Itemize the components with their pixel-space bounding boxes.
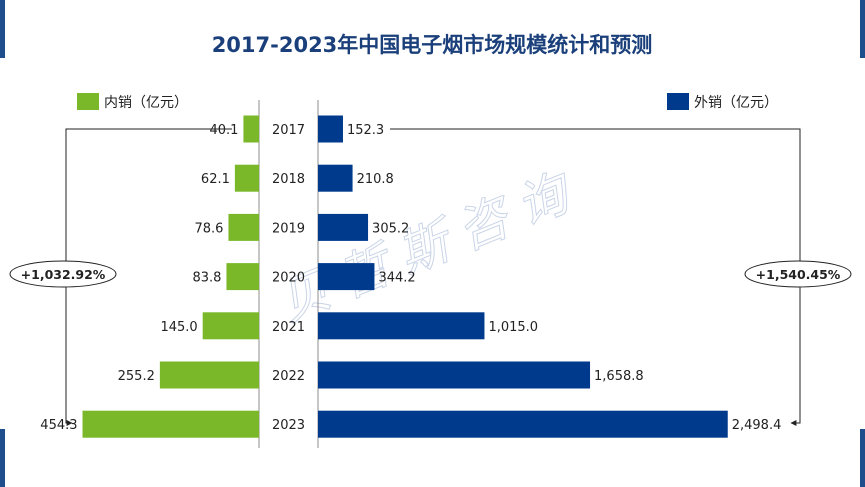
- legend-domestic: 内销（亿元）: [77, 93, 188, 111]
- bar-export-2022: [318, 361, 591, 389]
- bar-export-2020: [318, 263, 375, 291]
- value-label-export-2017: 152.3: [347, 123, 384, 138]
- bar-domestic-2023: [82, 410, 260, 438]
- year-label-2018: 2018: [272, 172, 305, 187]
- year-label-2020: 2020: [272, 271, 305, 286]
- bar-domestic-2020: [226, 263, 259, 291]
- value-label-domestic-2023: 454.3: [40, 418, 77, 433]
- year-label-2019: 2019: [272, 221, 305, 236]
- corner-decoration-top-left: [0, 0, 5, 58]
- value-label-export-2023: 2,498.4: [732, 418, 782, 433]
- growth-label-left: +1,032.92%: [21, 267, 106, 282]
- value-label-export-2022: 1,658.8: [594, 369, 644, 384]
- growth-badge-left: [9, 260, 117, 288]
- bar-export-2019: [318, 213, 369, 241]
- growth-badge-right: [744, 260, 852, 288]
- bar-export-2023: [318, 410, 728, 438]
- bar-domestic-2019: [228, 213, 259, 241]
- value-label-domestic-2017: 40.1: [209, 123, 238, 138]
- bar-domestic-2017: [243, 115, 259, 143]
- value-label-domestic-2020: 83.8: [192, 271, 221, 286]
- bar-domestic-2018: [234, 164, 259, 192]
- value-label-export-2018: 210.8: [357, 172, 394, 187]
- bar-domestic-2022: [159, 361, 259, 389]
- value-label-domestic-2019: 78.6: [195, 221, 224, 236]
- corner-decoration-bottom-left: [0, 429, 5, 487]
- growth-label-right: +1,540.45%: [756, 267, 841, 282]
- year-label-2021: 2021: [272, 320, 305, 335]
- legend-export: 外销（亿元）: [667, 93, 778, 111]
- value-label-export-2020: 344.2: [378, 271, 415, 286]
- bar-domestic-2021: [202, 312, 259, 340]
- bar-export-2018: [318, 164, 353, 192]
- value-label-domestic-2018: 62.1: [201, 172, 230, 187]
- value-label-domestic-2021: 145.0: [160, 320, 197, 335]
- value-label-domestic-2022: 255.2: [118, 369, 155, 384]
- legend-domestic-swatch: [77, 93, 99, 110]
- growth-bracket-left: +1,032.92%: [9, 128, 232, 426]
- bar-export-2021: [318, 312, 485, 340]
- corner-decoration-bottom-right: [860, 429, 865, 487]
- chart-title: 2017-2023年中国电子烟市场规模统计和预测: [212, 33, 653, 57]
- value-label-export-2021: 1,015.0: [488, 320, 538, 335]
- legend-domestic-label: 内销（亿元）: [104, 95, 188, 111]
- year-label-2022: 2022: [272, 369, 305, 384]
- value-label-export-2019: 305.2: [372, 221, 409, 236]
- corner-decoration-top-right: [860, 0, 865, 58]
- bar-export-2017: [318, 115, 343, 143]
- year-label-2017: 2017: [272, 123, 305, 138]
- growth-bracket-right: +1,540.45%: [390, 128, 852, 426]
- year-label-2023: 2023: [272, 418, 305, 433]
- legend-export-label: 外销（亿元）: [694, 95, 778, 111]
- legend-export-swatch: [667, 93, 689, 110]
